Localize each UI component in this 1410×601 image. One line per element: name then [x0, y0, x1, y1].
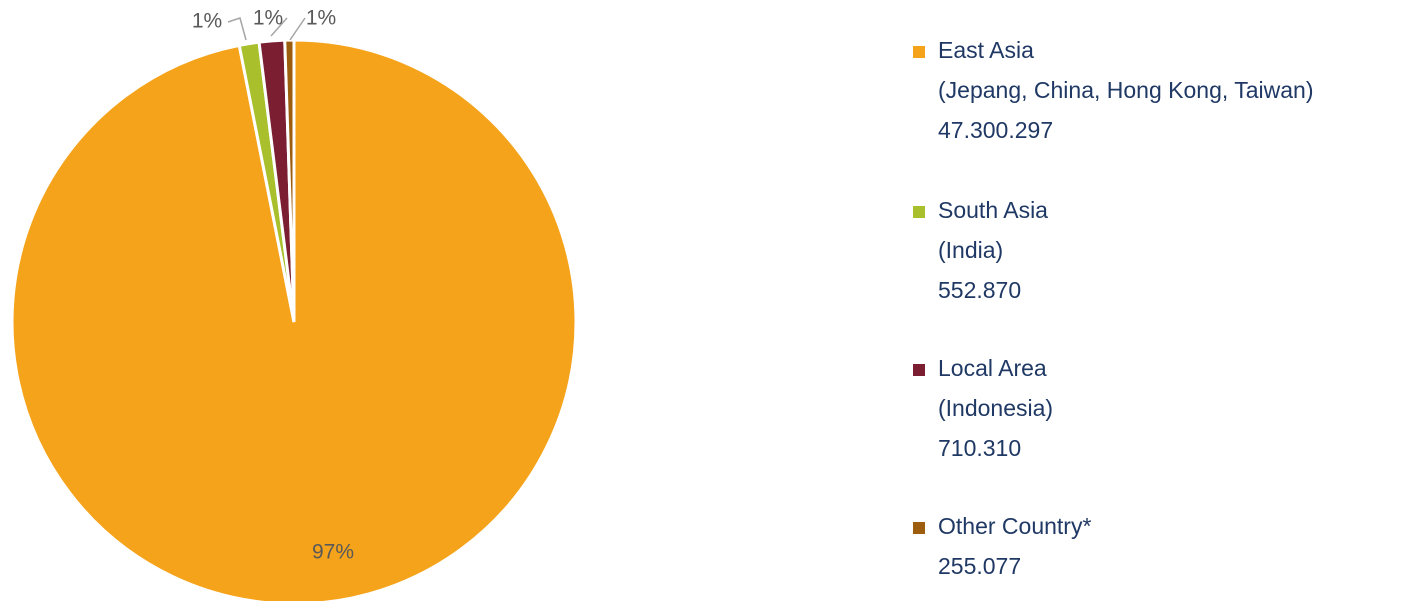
legend-detail: (Indonesia) [938, 395, 1053, 421]
legend-name: Local Area [938, 355, 1047, 381]
leader-line [227, 17, 247, 41]
legend-value: 552.870 [938, 277, 1021, 303]
leader-line [270, 17, 288, 37]
leader-line [289, 17, 306, 41]
percent-label: 1% [192, 10, 222, 33]
pie-slice [283, 38, 296, 323]
percent-label: 1% [306, 7, 336, 30]
legend-value: 710.310 [938, 435, 1021, 461]
pie-slice [10, 38, 578, 601]
legend-detail: (India) [938, 237, 1003, 263]
legend-detail: (Jepang, China, Hong Kong, Taiwan) [938, 77, 1313, 103]
legend-name: East Asia [938, 37, 1034, 63]
legend-swatch [913, 46, 925, 58]
legend-name: Other Country* [938, 513, 1091, 539]
percent-label: 97% [312, 541, 354, 564]
legend-swatch [913, 522, 925, 534]
legend-name: South Asia [938, 197, 1048, 223]
legend-value: 255.077 [938, 553, 1021, 579]
legend-swatch [913, 206, 925, 218]
legend-value: 47.300.297 [938, 117, 1053, 143]
legend-swatch [913, 364, 925, 376]
percent-label: 1% [253, 7, 283, 30]
